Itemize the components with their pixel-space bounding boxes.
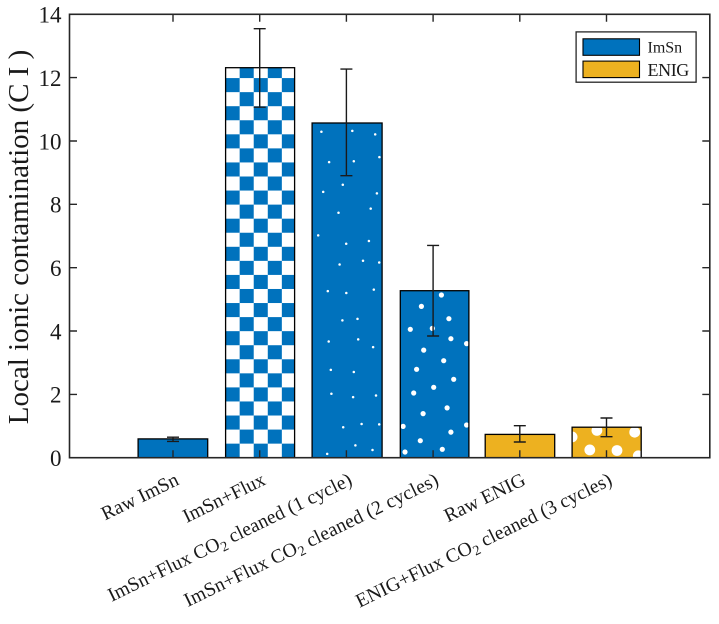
svg-text:12: 12	[39, 66, 62, 91]
svg-text:8: 8	[50, 193, 62, 218]
svg-text:Local ionic contamination (C I: Local ionic contamination (C I )	[3, 50, 35, 424]
svg-text:6: 6	[50, 256, 62, 281]
svg-text:14: 14	[39, 3, 63, 28]
svg-text:4: 4	[50, 319, 62, 344]
svg-text:2: 2	[50, 383, 62, 408]
svg-text:ImSn: ImSn	[648, 39, 683, 56]
svg-text:0: 0	[50, 446, 62, 471]
svg-text:10: 10	[39, 129, 62, 154]
svg-text:ENIG: ENIG	[648, 60, 690, 80]
